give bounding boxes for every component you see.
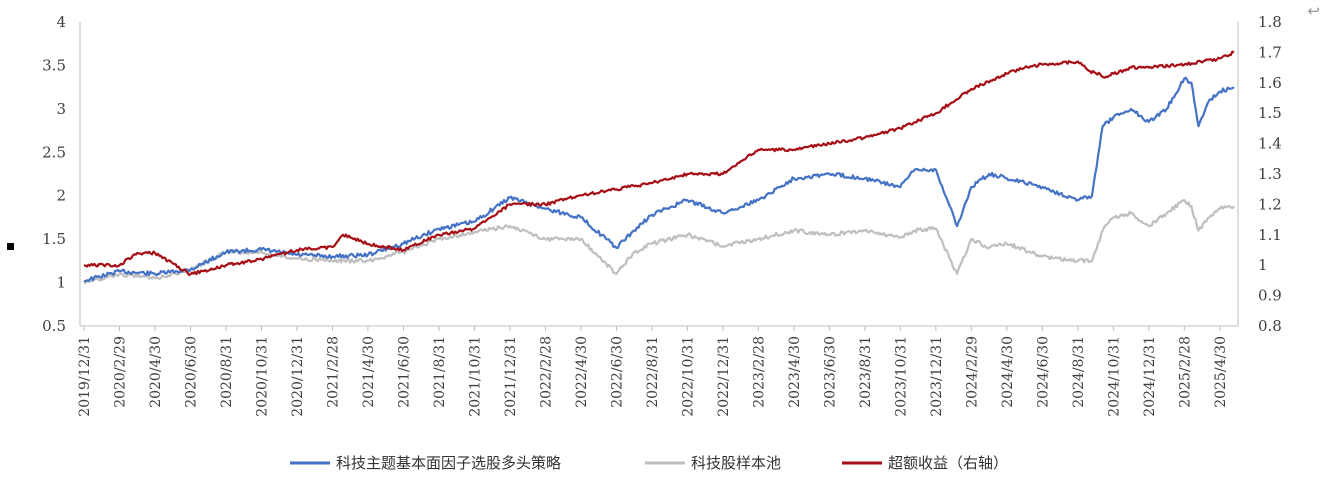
y-left-tick-label: 1 (56, 274, 66, 292)
x-tick-label: 2020/2/29 (112, 336, 128, 408)
y-left-tick-label: 1.5 (42, 230, 66, 248)
x-tick-label: 2023/8/31 (858, 336, 874, 408)
y-right-tick-label: 1.3 (1258, 165, 1282, 183)
x-tick-label: 2021/10/31 (467, 336, 483, 417)
x-tick-label: 2022/10/31 (680, 336, 696, 417)
y-right-tick-label: 1.4 (1258, 135, 1282, 153)
y-right-tick-label: 1 (1258, 256, 1268, 274)
x-tick-label: 2024/8/31 (1071, 336, 1087, 408)
x-tick-label: 2023/12/31 (929, 336, 945, 417)
x-tick-label: 2023/4/30 (787, 336, 803, 408)
x-tick-label: 2019/12/31 (77, 336, 93, 417)
x-tick-label: 2025/2/28 (1177, 336, 1193, 408)
y-left-tick-label: 0.5 (42, 317, 66, 335)
series-line (83, 50, 1235, 276)
y-right-tick-label: 0.9 (1258, 287, 1282, 305)
x-tick-label: 2023/6/30 (822, 336, 838, 408)
x-tick-label: 2023/10/31 (893, 336, 909, 417)
x-tick-label: 2021/2/28 (325, 336, 341, 408)
x-tick-label: 2025/4/30 (1213, 336, 1229, 408)
x-tick-label: 2022/2/28 (538, 336, 554, 408)
x-tick-label: 2024/12/31 (1142, 336, 1158, 417)
y-right-tick-label: 0.8 (1258, 317, 1282, 335)
x-tick-label: 2020/8/31 (219, 336, 235, 408)
x-tick-label: 2022/6/30 (609, 336, 625, 408)
y-left-tick-label: 2.5 (42, 143, 66, 161)
series-line (83, 199, 1235, 284)
return-arrow-icon: ↩ (1307, 2, 1320, 20)
x-tick-label: 2024/4/30 (1000, 336, 1016, 408)
x-tick-label: 2020/4/30 (148, 336, 164, 408)
x-tick-label: 2024/10/31 (1106, 336, 1122, 417)
y-left-tick-label: 3 (56, 100, 66, 118)
y-right-tick-label: 1.2 (1258, 195, 1282, 213)
series-line (83, 76, 1235, 283)
y-right-tick-label: 1.7 (1258, 43, 1282, 61)
x-tick-label: 2020/6/30 (183, 336, 199, 408)
legend-label: 超额收益（右轴） (888, 454, 1008, 472)
legend-label: 科技主题基本面因子选股多头策略 (336, 454, 561, 472)
x-tick-label: 2021/4/30 (361, 336, 377, 408)
x-tick-label: 2024/2/29 (964, 336, 980, 408)
x-tick-label: 2022/8/31 (645, 336, 661, 408)
y-right-tick-label: 1.6 (1258, 74, 1282, 92)
x-tick-label: 2023/2/28 (751, 336, 767, 408)
x-tick-label: 2022/4/30 (574, 336, 590, 408)
x-tick-label: 2022/12/31 (716, 336, 732, 417)
legend-label: 科技股样本池 (691, 454, 781, 472)
y-right-tick-label: 1.1 (1258, 226, 1282, 244)
y-left-tick-label: 2 (56, 187, 66, 205)
x-tick-label: 2020/12/31 (290, 336, 306, 417)
y-right-tick-label: 1.8 (1258, 13, 1282, 31)
x-tick-label: 2021/6/30 (396, 336, 412, 408)
y-left-tick-label: 4 (56, 13, 66, 31)
x-tick-label: 2021/12/31 (503, 336, 519, 417)
x-tick-label: 2020/10/31 (254, 336, 270, 417)
bullet-marker (7, 243, 14, 250)
y-right-tick-label: 1.5 (1258, 104, 1282, 122)
y-left-tick-label: 3.5 (42, 56, 66, 74)
x-tick-label: 2024/6/30 (1035, 336, 1051, 408)
x-tick-label: 2021/8/31 (432, 336, 448, 408)
